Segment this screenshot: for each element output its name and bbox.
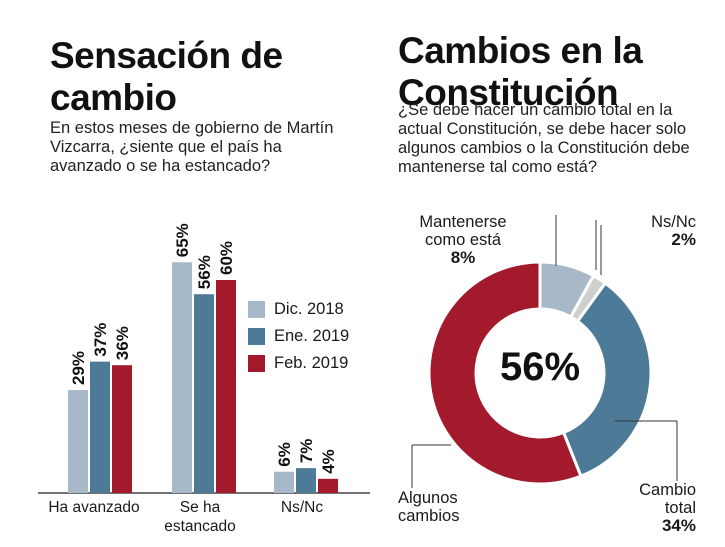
slice-label-cambio-total: Cambio total 34% [612, 481, 696, 535]
bar-0-0 [68, 390, 88, 493]
legend-label-ene-2019: Ene. 2019 [274, 327, 350, 345]
bar-value-label-1-0: 65% [173, 223, 192, 257]
category-label-se-ha-estancado: Se ha estancado [164, 499, 236, 535]
slice-label-algunos-cambios: Algunos cambios [398, 489, 460, 525]
bar-value-label-0-0: 29% [69, 351, 88, 385]
pie-chart-question: ¿Se debe hacer un cambio total en la act… [398, 101, 690, 176]
category-label-ns-nc: Ns/Nc [280, 499, 324, 516]
bar-2-0 [274, 471, 294, 493]
pie-center-value: 56% [499, 345, 581, 389]
bar-2-2 [318, 478, 338, 493]
slice-name-cambio-total: Cambio total [639, 481, 696, 517]
bar-1-1 [194, 294, 214, 493]
bar-1-2 [216, 280, 236, 493]
bar-value-label-0-2: 36% [113, 326, 132, 360]
bar-chart-title: Sensación de cambio [50, 35, 283, 118]
slice-label-mantenerse: Mantenerse como está 8% [398, 213, 528, 267]
legend-label-dic-2018: Dic. 2018 [274, 300, 344, 318]
bar-value-label-1-2: 60% [217, 241, 236, 275]
bar-0-1 [90, 361, 110, 493]
donut-slice-3 [427, 260, 583, 486]
slice-value-cambio-total: 34% [661, 516, 696, 535]
slice-value-ns-nc: 2% [671, 230, 696, 249]
bar-chart-legend: Dic. 2018 Ene. 2019 Feb. 2019 [248, 296, 349, 377]
bar-value-label-0-1: 37% [91, 323, 110, 357]
pie-chart-title: Cambios en la Constitución [398, 30, 643, 113]
donut-slice-2 [561, 281, 653, 479]
bar-0-2 [112, 365, 132, 493]
legend-item-ene-2019: Ene. 2019 [248, 323, 349, 350]
bar-value-label-2-1: 7% [297, 439, 316, 464]
bar-value-label-2-0: 6% [275, 442, 294, 467]
category-label-ha-avanzado: Ha avanzado [48, 499, 140, 516]
slice-name-mantenerse: Mantenerse como está [419, 213, 507, 249]
bar-1-0 [172, 262, 192, 493]
bar-value-label-1-1: 56% [195, 255, 214, 289]
slice-label-ns-nc: Ns/Nc 2% [616, 213, 696, 249]
legend-item-feb-2019: Feb. 2019 [248, 350, 349, 377]
legend-swatch-ene-2019 [248, 328, 265, 345]
legend-swatch-feb-2019 [248, 355, 265, 372]
legend-item-dic-2018: Dic. 2018 [248, 296, 349, 323]
slice-name-ns-nc: Ns/Nc [651, 213, 696, 231]
legend-label-feb-2019: Feb. 2019 [274, 354, 349, 372]
bar-chart-question: En estos meses de gobierno de Martín Viz… [50, 119, 334, 175]
slice-value-mantenerse: 8% [450, 248, 476, 267]
bar-value-label-2-2: 4% [319, 449, 338, 474]
legend-swatch-dic-2018 [248, 301, 265, 318]
bar-2-1 [296, 468, 316, 493]
